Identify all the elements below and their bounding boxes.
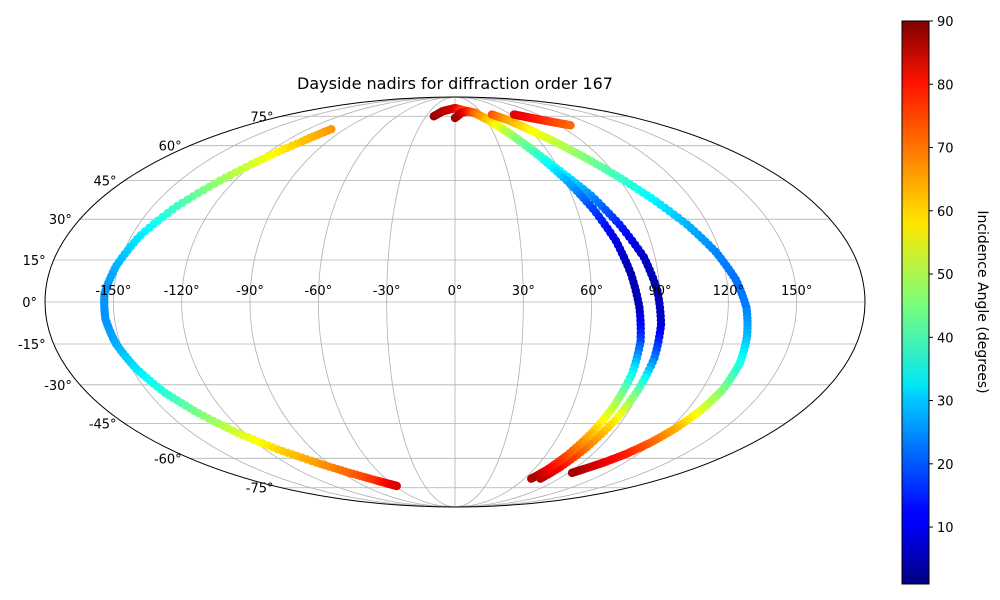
lon-tick-label: 150° (781, 284, 812, 299)
chart-title: Dayside nadirs for diffraction order 167 (297, 74, 613, 93)
data-points (100, 103, 752, 491)
colorbar-label: Incidence Angle (degrees) (974, 210, 990, 393)
colorbar-tick-label: 60 (937, 205, 954, 220)
colorbar-tick-label: 70 (937, 142, 954, 157)
lat-tick-label: 45° (94, 175, 117, 190)
colorbar-tick-label: 20 (937, 458, 954, 473)
colorbar-tick-label: 50 (937, 268, 954, 283)
lat-tick-label: 15° (23, 254, 46, 269)
data-point (566, 121, 575, 130)
latitude-tick-labels: -75° -60° -45° -30° -15° 0° 15° 30° 45° 60° 75° (18, 110, 274, 496)
colorbar-tick-label: 40 (937, 331, 954, 346)
data-point (567, 468, 577, 478)
lat-tick-label: -45° (89, 417, 117, 432)
colorbar-tick-label: 30 (937, 395, 954, 410)
colorbar (901, 20, 930, 585)
colorbar-tick-label: 80 (937, 78, 954, 93)
lat-tick-label: 60° (159, 140, 182, 155)
lon-tick-label: 120° (713, 284, 744, 299)
colorbar-tick-label: 90 (937, 15, 954, 30)
lon-tick-label: -90° (236, 284, 264, 299)
lat-tick-label: -30° (44, 379, 72, 394)
data-point (527, 474, 536, 483)
lat-tick-label: 0° (22, 296, 37, 311)
lat-tick-label: -60° (154, 452, 182, 467)
data-point (392, 481, 401, 491)
lon-tick-label: -150° (95, 284, 131, 299)
longitude-tick-labels: -150° -120° -90° -60° -30° 0° 30° 60° 90° 120° 150… (95, 284, 812, 299)
lon-tick-label: 90° (648, 284, 671, 299)
lon-tick-label: -60° (304, 284, 332, 299)
colorbar-tick-label: 10 (937, 521, 954, 536)
lat-tick-label: -15° (18, 338, 46, 353)
lon-tick-label: -30° (373, 284, 401, 299)
lat-tick-label: 30° (49, 213, 72, 228)
lon-tick-label: -120° (164, 284, 200, 299)
lat-tick-label: 75° (250, 110, 273, 125)
lon-tick-label: 0° (448, 284, 463, 299)
lon-tick-label: 60° (580, 284, 603, 299)
lon-tick-label: 30° (512, 284, 535, 299)
colorbar-ticks: 10 20 30 40 50 60 70 80 90 (929, 15, 954, 536)
graticule (45, 96, 865, 508)
map-boundary (44, 96, 866, 508)
lat-tick-label: -75° (246, 482, 274, 497)
